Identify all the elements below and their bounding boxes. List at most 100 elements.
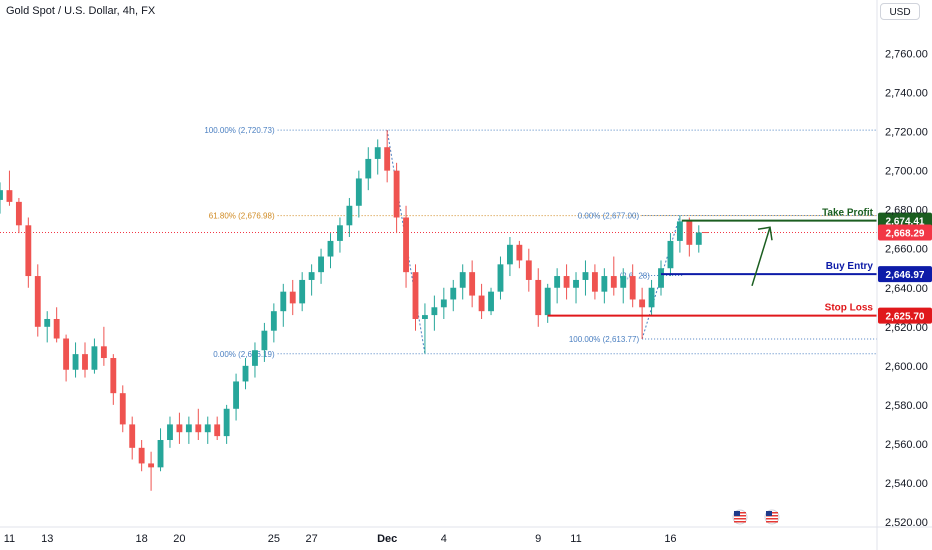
candle-body (469, 272, 476, 296)
candle-body (346, 205, 353, 226)
us-event-flag-icon (732, 509, 748, 525)
time-tick-label: 25 (268, 533, 280, 545)
candle-body (44, 318, 51, 327)
candle-body (667, 240, 674, 269)
fib-lower-0-label: 0.00% (2,677.00) (578, 212, 640, 221)
candle-body (185, 424, 192, 433)
time-tick-label: 16 (664, 533, 676, 545)
candle-body (15, 201, 22, 226)
time-tick-label: 20 (173, 533, 185, 545)
projection-arrow-shaft (751, 227, 771, 287)
candle-body (544, 287, 551, 316)
candle-body (280, 291, 287, 312)
candle-body (459, 272, 466, 288)
annotations (732, 226, 780, 525)
price-tick-label: 2,620.00 (885, 322, 928, 334)
candle-body (148, 463, 155, 468)
currency-selector[interactable]: USD (880, 3, 920, 20)
candles (0, 130, 702, 491)
candle-body (639, 299, 646, 308)
candle-body (25, 225, 32, 277)
candle-body (129, 424, 136, 448)
price-tick-label: 2,760.00 (885, 49, 928, 61)
candle-body (573, 279, 579, 288)
price-tick-label: 2,720.00 (885, 127, 928, 139)
candle-body (337, 225, 343, 241)
candle-body (204, 424, 211, 433)
candle-body (554, 276, 561, 288)
candle-body (308, 272, 315, 280)
projection-arrowhead (757, 226, 773, 241)
candle-body (440, 299, 447, 308)
us-event-flag-stripe (734, 518, 746, 520)
candle-body (53, 318, 60, 339)
time-tick-label: 18 (136, 533, 148, 545)
candle-body (233, 381, 240, 409)
candle-body (525, 260, 532, 280)
level-badge-value: 2,646.97 (886, 270, 925, 281)
candle-body (412, 272, 419, 319)
candle-body (214, 424, 221, 437)
us-event-flag-canton (766, 511, 772, 516)
price-tick-label: 2,540.00 (885, 478, 928, 490)
candle-body (506, 244, 513, 265)
level-badge-value: 2,625.70 (886, 312, 925, 323)
level-label-stop-loss: Stop Loss (825, 303, 874, 314)
candle-body (620, 276, 627, 288)
candle-body (318, 256, 324, 273)
candle-body (497, 264, 504, 292)
candle-body (299, 279, 306, 304)
us-event-flag-stripe (766, 521, 778, 523)
candle-body (355, 178, 362, 206)
candle-body (252, 350, 258, 366)
candle-body (563, 276, 570, 288)
candle-body (695, 232, 702, 245)
candle-body (601, 276, 608, 292)
candle-body (72, 354, 79, 370)
level-label-buy-entry: Buy Entry (826, 261, 874, 272)
candle-body (34, 276, 41, 327)
candle-body (167, 424, 173, 441)
price-tick-label: 2,600.00 (885, 361, 928, 373)
current-price-badge (878, 224, 932, 241)
candle-body (223, 408, 230, 437)
level-badge (878, 266, 932, 283)
price-tick-label: 2,700.00 (885, 166, 928, 178)
price-axis[interactable]: 2,520.00 2,540.00 2,560.00 2,580.00 2,600.00… (876, 0, 928, 550)
us-event-flag-canton (734, 511, 740, 516)
candle-body (270, 311, 277, 331)
fib-upper-0-label: 0.00% (2,606.19) (213, 350, 275, 359)
candle-body (6, 190, 13, 202)
time-tick-label: 11 (570, 533, 581, 545)
candle-body (0, 190, 3, 200)
candle-body (431, 307, 438, 316)
candle-body (591, 272, 598, 292)
symbol-title[interactable]: Gold Spot / U.S. Dollar, 4h, FX (6, 5, 156, 17)
time-tick-label: 27 (305, 533, 317, 545)
candle-body (686, 221, 693, 245)
candle-body (478, 295, 485, 312)
candle-body (374, 147, 381, 159)
price-tick-label: 2,580.00 (885, 400, 928, 412)
candle-body (110, 358, 117, 394)
time-tick-label: 11 (4, 533, 15, 545)
time-tick-label: 4 (441, 533, 447, 545)
time-axis[interactable]: 11 13 18 20 25 27 Dec 4 9 11 16 (0, 526, 932, 545)
price-tick-label: 2,680.00 (885, 205, 928, 217)
price-tick-label: 2,560.00 (885, 439, 928, 451)
fib-lower-mid-label-tail: 28) (638, 272, 650, 281)
price-tick-label: 2,740.00 (885, 88, 928, 100)
current-price-value: 2,668.29 (886, 229, 925, 240)
us-event-flag-stripe (734, 521, 746, 523)
price-tick-label: 2,640.00 (885, 283, 928, 295)
candle-body (327, 240, 334, 257)
level-badge (878, 307, 932, 324)
candle-body (403, 217, 409, 273)
candle-body (393, 170, 400, 218)
us-event-flag-icon (764, 509, 780, 525)
candle-body (157, 440, 164, 468)
candle-body (676, 221, 683, 241)
candle-body (138, 447, 145, 464)
